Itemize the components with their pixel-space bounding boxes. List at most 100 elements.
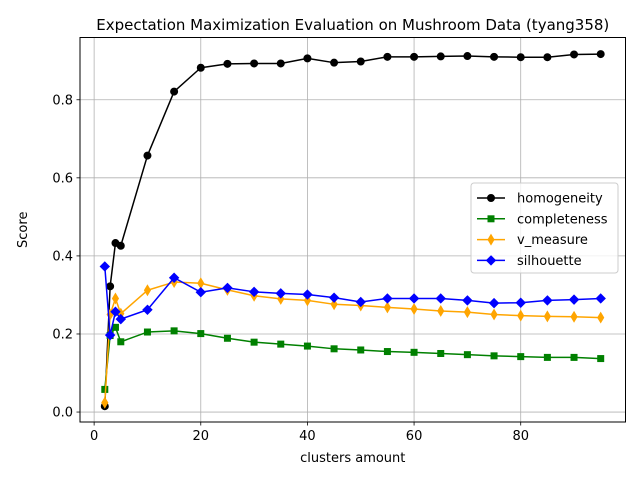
x-tick-label: 60 — [406, 429, 423, 444]
series-homogeneity — [100, 50, 605, 411]
data-point — [355, 296, 366, 308]
data-point — [143, 151, 152, 160]
data-point — [410, 348, 418, 356]
data-point — [517, 309, 525, 322]
data-point — [515, 297, 526, 308]
data-point — [463, 351, 471, 359]
data-point — [543, 353, 551, 361]
data-point — [223, 59, 232, 68]
data-point — [408, 293, 420, 304]
legend-label: homogeneity — [517, 192, 603, 207]
y-tick-label: 0.6 — [52, 171, 73, 186]
legend-label: silhouette — [517, 254, 582, 269]
legend-marker — [487, 215, 495, 223]
data-point — [437, 349, 445, 357]
data-point — [328, 292, 340, 303]
data-point — [463, 52, 472, 61]
data-point — [516, 53, 525, 62]
data-point — [303, 342, 311, 350]
axis-ticks: 0 20 40 60 80 0.0 0.2 0.4 0.6 0.8 — [52, 93, 529, 444]
data-point — [490, 308, 498, 321]
data-point — [568, 294, 580, 305]
data-point — [250, 59, 259, 68]
x-tick-label: 20 — [193, 429, 210, 444]
legend-label: completeness — [517, 212, 608, 227]
series-line — [104, 326, 601, 390]
data-point — [110, 306, 121, 317]
data-point — [143, 328, 151, 336]
data-point — [462, 295, 473, 306]
data-point — [195, 286, 206, 298]
data-point — [383, 348, 391, 356]
data-point — [111, 292, 120, 305]
legend-item: homogeneity — [477, 192, 603, 207]
data-point — [435, 293, 446, 304]
data-point — [196, 63, 205, 72]
legend: homogeneity completeness v_measure silhouet… — [470, 182, 619, 274]
data-point — [543, 310, 551, 323]
series-line — [104, 53, 601, 407]
data-point — [597, 311, 605, 324]
y-tick-label: 0.8 — [52, 93, 73, 108]
data-point — [436, 52, 445, 61]
data-point — [275, 288, 286, 299]
legend-marker — [485, 255, 497, 266]
data-point — [542, 295, 553, 306]
data-point — [595, 293, 606, 304]
data-point — [490, 352, 498, 360]
data-point — [570, 353, 578, 361]
data-point — [222, 282, 233, 294]
y-tick-label: 0.2 — [52, 327, 73, 342]
plot-series — [99, 50, 606, 411]
data-point — [142, 304, 153, 315]
data-point — [115, 313, 126, 325]
data-point — [99, 261, 111, 272]
legend-item: v_measure — [477, 233, 588, 248]
data-point — [597, 355, 605, 363]
legend-marker — [487, 194, 495, 202]
data-point — [302, 289, 313, 300]
data-point — [223, 334, 231, 342]
data-point — [277, 340, 285, 348]
data-point — [276, 59, 285, 68]
legend-box — [470, 182, 619, 274]
data-point — [543, 53, 552, 62]
data-point — [570, 50, 579, 59]
data-point — [106, 282, 115, 291]
x-tick-label: 0 — [90, 429, 98, 444]
data-point — [170, 87, 179, 96]
y-tick-label: 0.4 — [52, 249, 73, 264]
data-point — [410, 303, 418, 315]
legend-label: v_measure — [517, 233, 588, 248]
data-point — [104, 329, 116, 341]
series-line — [104, 266, 601, 336]
data-point — [410, 52, 419, 61]
data-point — [197, 330, 205, 338]
data-point — [382, 293, 393, 304]
data-point — [383, 52, 392, 61]
data-point — [463, 306, 471, 319]
data-point — [488, 297, 500, 309]
data-point — [168, 272, 180, 283]
data-point — [596, 50, 605, 59]
data-point — [250, 338, 258, 346]
x-axis-label: clusters amount — [300, 451, 405, 466]
y-axis-label: Score — [16, 212, 31, 248]
data-point — [330, 345, 338, 353]
data-point — [330, 298, 338, 311]
data-point — [357, 346, 365, 354]
x-tick-label: 80 — [512, 429, 529, 444]
data-point — [303, 54, 312, 63]
data-point — [101, 396, 109, 409]
data-point — [383, 301, 391, 314]
plot-frame — [79, 37, 626, 423]
data-point — [143, 284, 152, 297]
data-point — [330, 58, 339, 67]
chart-title: Expectation Maximization Evaluation on M… — [96, 16, 609, 34]
series-silhouette — [99, 261, 606, 341]
legend-item: completeness — [477, 212, 608, 227]
data-point — [490, 52, 499, 61]
grid — [80, 37, 626, 422]
y-tick-label: 0.0 — [52, 406, 73, 421]
